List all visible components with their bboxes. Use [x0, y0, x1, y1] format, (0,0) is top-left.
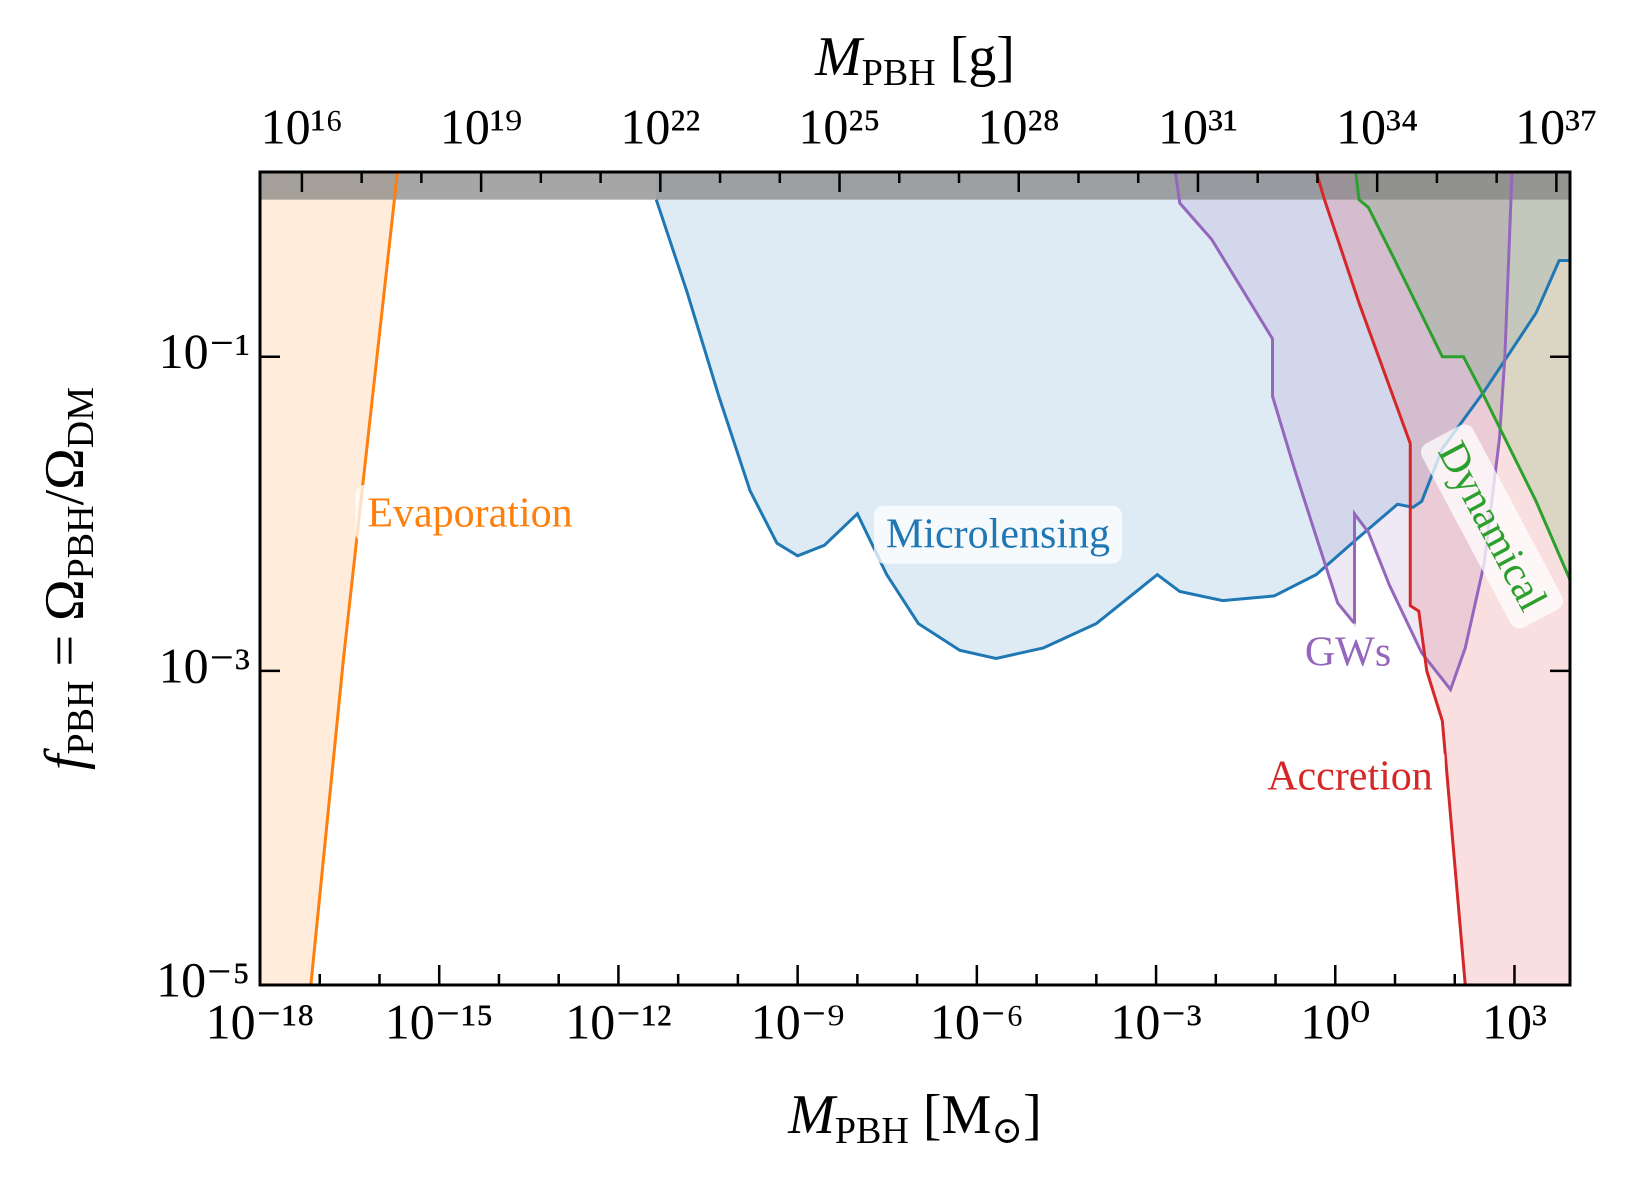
label-box	[874, 505, 1122, 564]
x-axis-label: MPBH [M⊙]	[787, 1084, 1042, 1152]
label-part: ⊙	[991, 1110, 1023, 1152]
label-box	[1292, 623, 1404, 682]
label-box	[1420, 424, 1563, 629]
region-label-group: Accretion	[1255, 747, 1445, 806]
label-part: DM	[60, 387, 102, 448]
x-tick-label: 10³	[1482, 993, 1547, 1049]
excluded-band	[260, 172, 1570, 200]
x2-tick-label: 10¹⁶	[261, 98, 343, 154]
region-label-group: Evaporation	[355, 484, 585, 543]
x2-tick-label: 10²⁸	[978, 98, 1060, 154]
label-box	[1255, 747, 1445, 806]
region-label: Evaporation	[367, 491, 572, 537]
x2-tick-label: 10¹⁹	[440, 98, 522, 154]
label-part: [M	[909, 1084, 991, 1146]
label-part: ]	[1023, 1084, 1042, 1146]
x2-tick-label: 10³⁴	[1336, 98, 1418, 154]
label-part: PBH	[835, 1110, 909, 1152]
x-tick-label: 10⁻¹⁵	[385, 993, 494, 1049]
region-label: Accretion	[1267, 754, 1433, 800]
y-tick-label: 10⁻³	[159, 637, 250, 693]
x-tick-label: 10⁰	[1300, 993, 1370, 1049]
x-tick-label: 10⁻¹²	[565, 993, 671, 1049]
label-part: PBH	[60, 681, 102, 755]
region-label-group: Microlensing	[874, 505, 1122, 564]
y-tick-label: 10⁻¹	[159, 323, 250, 379]
x2-tick-label: 10²⁵	[798, 98, 880, 154]
region-fill	[1175, 172, 1513, 690]
label-part: = Ω	[34, 579, 96, 680]
region-label-group: GWs	[1292, 623, 1404, 682]
region-line	[1354, 172, 1570, 581]
x2-axis-label: MPBH [g]	[814, 26, 1015, 94]
label-part: M	[787, 1084, 838, 1146]
x-tick-label: 10⁻¹⁸	[206, 993, 315, 1049]
x2-tick-label: 10³¹	[1158, 98, 1238, 154]
x-tick-label: 10⁻⁹	[751, 993, 845, 1049]
label-part: PBH	[60, 505, 102, 579]
x-tick-label: 10⁻³	[1110, 993, 1201, 1049]
x-tick-label: 10⁻⁶	[930, 993, 1024, 1049]
label-part: M	[814, 26, 865, 88]
x2-tick-label: 10³⁷	[1515, 98, 1597, 154]
label-part: [g]	[936, 26, 1015, 88]
label-part: /Ω	[34, 448, 96, 505]
plot-frame	[258, 170, 1572, 987]
y-tick-label: 10⁻⁵	[156, 951, 250, 1007]
region-line	[309, 172, 399, 985]
region-fill	[260, 172, 398, 985]
label-part: PBH	[862, 52, 936, 94]
label-box	[355, 484, 585, 543]
region-fill	[1355, 172, 1570, 580]
region-fill	[1316, 172, 1570, 985]
region-line	[1314, 172, 1467, 985]
region-label: GWs	[1305, 630, 1391, 676]
y-axis-label: fPBH = ΩPBH/ΩDM	[34, 387, 102, 770]
x2-tick-label: 10²²	[620, 98, 700, 154]
region-label: Microlensing	[886, 512, 1110, 558]
